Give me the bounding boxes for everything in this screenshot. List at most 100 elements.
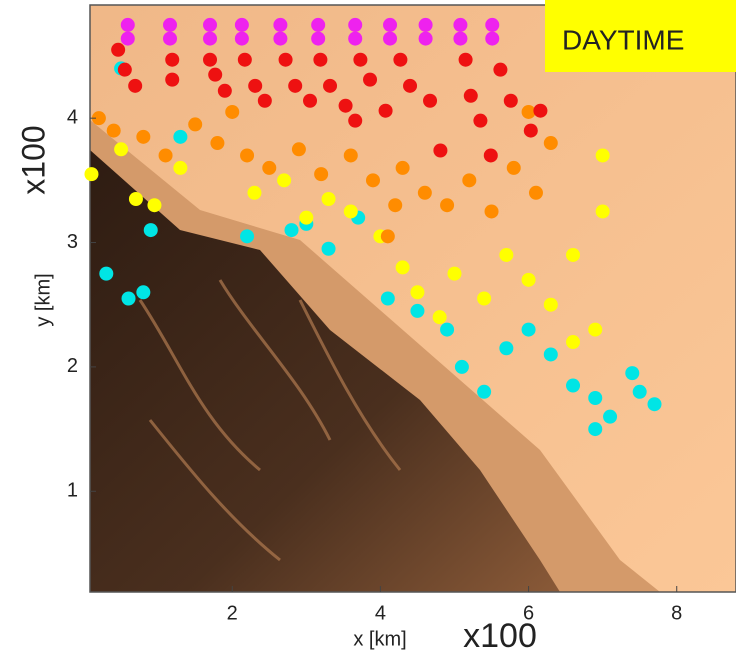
point	[344, 204, 358, 218]
point	[403, 79, 417, 93]
point	[208, 68, 222, 82]
point	[396, 260, 410, 274]
point	[462, 173, 476, 187]
point	[348, 32, 362, 46]
point	[285, 223, 299, 237]
point	[499, 248, 513, 262]
point	[388, 198, 402, 212]
point	[433, 310, 447, 324]
point	[238, 53, 252, 67]
point	[473, 114, 487, 128]
point	[522, 273, 536, 287]
point	[136, 130, 150, 144]
point	[433, 144, 447, 158]
point	[84, 167, 98, 181]
point	[588, 391, 602, 405]
point	[485, 204, 499, 218]
point	[348, 114, 362, 128]
y-tick-label: 2	[67, 355, 78, 377]
point	[379, 104, 393, 118]
point	[235, 32, 249, 46]
point	[258, 94, 272, 108]
point	[477, 385, 491, 399]
point	[159, 148, 173, 162]
point	[648, 397, 662, 411]
point	[311, 32, 325, 46]
point	[121, 32, 135, 46]
point	[383, 18, 397, 32]
y-tick-label: 1	[67, 480, 78, 502]
point	[484, 148, 498, 162]
point	[303, 94, 317, 108]
point	[299, 211, 313, 225]
point	[410, 285, 424, 299]
point	[165, 53, 179, 67]
point	[603, 410, 617, 424]
point	[129, 192, 143, 206]
x-tick-label: 8	[671, 602, 682, 624]
point	[455, 360, 469, 374]
point	[383, 32, 397, 46]
point	[147, 198, 161, 212]
point	[507, 161, 521, 175]
point	[419, 18, 433, 32]
point	[625, 366, 639, 380]
point	[485, 32, 499, 46]
point	[596, 204, 610, 218]
point	[393, 53, 407, 67]
point	[107, 124, 121, 138]
point	[366, 173, 380, 187]
y-multiplier: x100	[15, 125, 51, 194]
point	[292, 142, 306, 156]
point	[323, 79, 337, 93]
point	[423, 94, 437, 108]
point	[165, 73, 179, 87]
point	[114, 142, 128, 156]
point	[322, 242, 336, 256]
point	[173, 161, 187, 175]
point	[566, 335, 580, 349]
point	[277, 173, 291, 187]
point	[322, 192, 336, 206]
point	[99, 267, 113, 281]
point	[419, 32, 433, 46]
y-tick-label: 4	[67, 106, 78, 128]
point	[314, 167, 328, 181]
point	[493, 63, 507, 77]
point	[313, 53, 327, 67]
point	[203, 53, 217, 67]
point	[311, 18, 325, 32]
point	[210, 136, 224, 150]
point	[163, 32, 177, 46]
point	[173, 130, 187, 144]
point	[633, 385, 647, 399]
point	[544, 298, 558, 312]
point	[203, 18, 217, 32]
point	[440, 323, 454, 337]
point	[596, 148, 610, 162]
point	[118, 63, 132, 77]
point	[144, 223, 158, 237]
point	[240, 148, 254, 162]
point	[418, 186, 432, 200]
point	[273, 18, 287, 32]
point	[353, 53, 367, 67]
point	[344, 148, 358, 162]
point	[544, 136, 558, 150]
point	[453, 18, 467, 32]
point	[136, 285, 150, 299]
point	[544, 347, 558, 361]
point	[273, 32, 287, 46]
point	[348, 18, 362, 32]
point	[188, 117, 202, 131]
point	[247, 186, 261, 200]
point	[588, 323, 602, 337]
point	[381, 292, 395, 306]
point	[121, 18, 135, 32]
point	[459, 53, 473, 67]
point	[339, 99, 353, 113]
point	[225, 105, 239, 119]
point	[477, 292, 491, 306]
point	[533, 104, 547, 118]
point	[363, 73, 377, 87]
